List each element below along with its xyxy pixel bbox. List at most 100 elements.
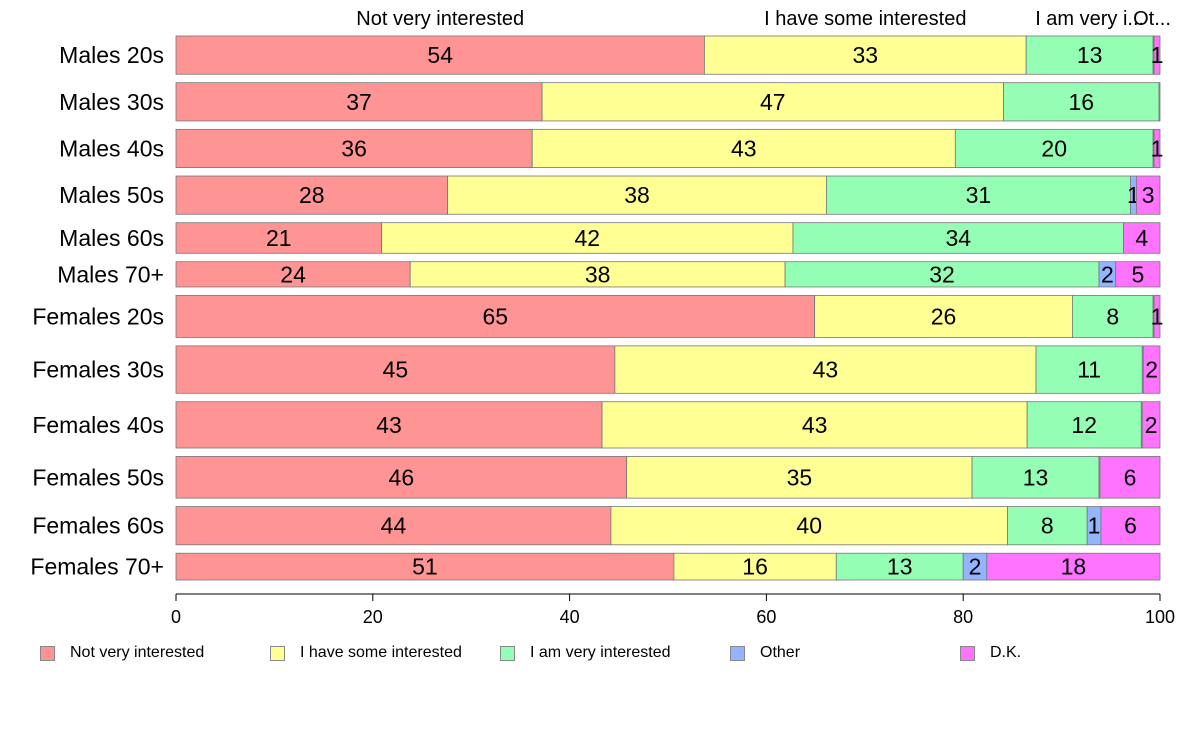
bar-value-label: 2 [1145, 412, 1158, 438]
bar-segment [826, 175, 1131, 215]
bar-segment [1142, 345, 1161, 394]
bar-segment [1141, 401, 1161, 449]
bar-value-label: 5 [1131, 261, 1144, 287]
bar-segment [175, 401, 603, 449]
bar-segment [1153, 294, 1161, 338]
bar-value-label: 37 [346, 89, 372, 115]
category-label: Females 50s [32, 464, 164, 490]
bar-segment [531, 128, 956, 169]
bar-value-label: 38 [585, 261, 611, 287]
top-series-label: I am very i... [1035, 8, 1144, 30]
top-series-label: I have some interested [764, 8, 966, 30]
bar-value-label: 54 [427, 42, 453, 68]
x-tick-label: 0 [171, 607, 181, 627]
bar-value-label: 2 [1145, 357, 1158, 383]
bar-value-label: 40 [796, 513, 822, 539]
legend-item: I am very interested [500, 644, 671, 662]
bar-value-label: 28 [299, 182, 325, 208]
bar-value-label: 13 [887, 554, 913, 580]
bar-value-label: 16 [742, 554, 768, 580]
bar-segment [175, 506, 612, 546]
bar-segment [175, 456, 628, 499]
bar-segment [1003, 82, 1160, 122]
x-tick-label: 20 [363, 607, 383, 627]
bar-segment [1099, 456, 1161, 499]
bar-value-label: 1 [1151, 42, 1164, 68]
x-tick-label: 40 [560, 607, 580, 627]
category-label: Females 60s [32, 513, 164, 539]
bar-value-label: 21 [266, 225, 292, 251]
bar-segment [1100, 506, 1161, 546]
bar-value-label: 33 [852, 42, 878, 68]
bar-segment [1025, 35, 1154, 75]
bar-segment [814, 294, 1073, 338]
category-label: Females 70+ [30, 554, 164, 580]
bar-segment [835, 552, 964, 581]
bar-value-label: 1 [1088, 513, 1101, 539]
bar-value-label: 51 [412, 554, 438, 580]
bar-segment [1123, 222, 1161, 254]
legend-item: Other [730, 644, 800, 662]
category-label: Males 20s [59, 42, 164, 68]
category-label: Females 20s [32, 303, 164, 329]
bar-value-label: 2 [969, 554, 982, 580]
bar-segment [601, 401, 1028, 449]
bar-segment [175, 552, 675, 581]
category-label: Males 50s [59, 182, 164, 208]
bar-segment [986, 552, 1161, 581]
bar-segment [175, 294, 816, 338]
x-tick-label: 80 [953, 607, 973, 627]
bar-segment [614, 345, 1037, 394]
bar-value-label: 42 [575, 225, 601, 251]
bar-value-label: 26 [931, 303, 957, 329]
bar-value-label: 65 [483, 303, 509, 329]
category-label: Males 60s [59, 225, 164, 251]
bar-segment [175, 82, 543, 122]
category-label: Males 30s [59, 89, 164, 115]
bar-segment [610, 506, 1008, 546]
bar-segment [1135, 175, 1161, 215]
legend-swatch [500, 645, 515, 661]
legend-label: D.K. [990, 644, 1022, 661]
bar-value-label: 1 [1151, 135, 1164, 161]
bar-value-label: 2 [1101, 261, 1114, 287]
legend-item: Not very interested [40, 644, 204, 662]
bar-value-label: 6 [1124, 513, 1137, 539]
bar-value-label: 34 [945, 225, 971, 251]
bar-segment [1007, 506, 1088, 546]
bar-segment [175, 128, 533, 169]
bar-value-label: 1 [1151, 303, 1164, 329]
bar-value-label: 4 [1135, 225, 1148, 251]
category-label: Males 40s [59, 135, 164, 161]
legend-item: D.K. [960, 644, 1021, 662]
bar-value-label: 16 [1068, 89, 1094, 115]
bar-segment [175, 35, 705, 75]
bar-value-label: 13 [1077, 42, 1103, 68]
legend-label: Other [760, 644, 801, 661]
bar-value-label: 43 [731, 135, 757, 161]
bar-segment [175, 175, 448, 215]
bar-segment [409, 261, 786, 288]
bar-value-label: 24 [280, 261, 306, 287]
bar-value-label: 11 [1077, 357, 1101, 383]
legend-swatch [730, 645, 745, 661]
bar-value-label: 43 [376, 412, 402, 438]
category-label: Males 70+ [57, 261, 164, 287]
bar-segment [1026, 401, 1142, 449]
bar-value-label: 47 [760, 89, 786, 115]
top-series-label: Not very interested [356, 8, 524, 30]
bar-segment [1158, 82, 1161, 122]
category-label: Females 30s [32, 357, 164, 383]
bar-value-label: 44 [381, 513, 407, 539]
bar-segment [971, 456, 1100, 499]
x-tick-label: 60 [756, 607, 776, 627]
x-tick-label: 100 [1145, 607, 1175, 627]
bar-segment [784, 261, 1100, 288]
bar-segment [626, 456, 973, 499]
bar-segment [673, 552, 837, 581]
legend-swatch [960, 645, 975, 661]
bar-segment [541, 82, 1004, 122]
bar-value-label: 18 [1061, 554, 1087, 580]
legend-label: Not very interested [70, 644, 205, 661]
